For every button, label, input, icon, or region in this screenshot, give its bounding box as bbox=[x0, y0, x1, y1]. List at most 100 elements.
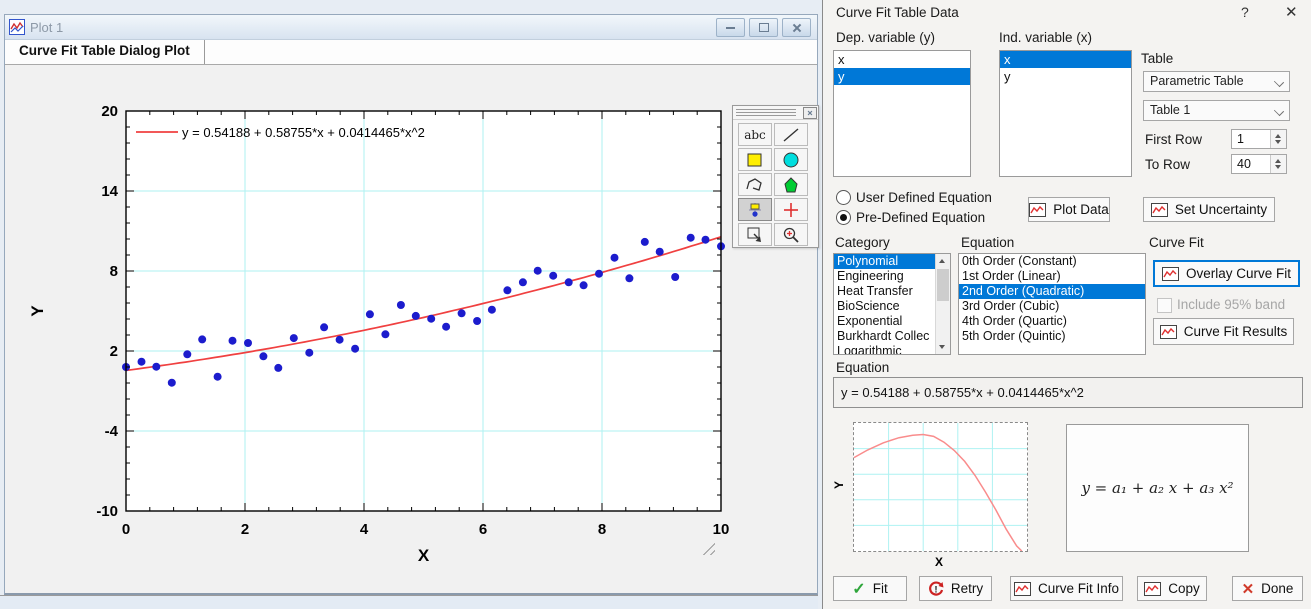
include-95-band-checkbox[interactable] bbox=[1157, 298, 1172, 313]
restore-icon bbox=[758, 23, 769, 32]
dialog-title: Curve Fit Table Data bbox=[836, 5, 959, 20]
done-button[interactable]: ✕ Done bbox=[1232, 576, 1303, 601]
copy-label: Copy bbox=[1168, 581, 1200, 596]
category-list[interactable]: Polynomial Engineering Heat Transfer BioSci… bbox=[833, 253, 951, 355]
fit-button[interactable]: ✓ Fit bbox=[833, 576, 907, 601]
close-button[interactable] bbox=[782, 18, 811, 37]
svg-text:!: ! bbox=[934, 584, 937, 594]
first-row-spin-buttons[interactable] bbox=[1270, 130, 1286, 148]
table-group-label: Table bbox=[1141, 51, 1174, 66]
scroll-up-button[interactable] bbox=[936, 254, 950, 268]
svg-text:-4: -4 bbox=[105, 423, 119, 440]
dialog-close-button[interactable]: ✕ bbox=[1285, 4, 1298, 21]
plot-window-titlebar: Plot 1 bbox=[5, 15, 817, 40]
rectangle-tool-button[interactable] bbox=[738, 148, 772, 171]
to-row-spin-buttons[interactable] bbox=[1270, 155, 1286, 173]
list-item-4th-order-quartic-[interactable]: 4th Order (Quartic) bbox=[962, 314, 1067, 328]
polygon-tool-button[interactable] bbox=[774, 173, 808, 196]
list-item-bioscience[interactable]: BioScience bbox=[837, 299, 900, 313]
list-item-2nd-order-quadratic-[interactable]: 2nd Order (Quadratic) bbox=[959, 284, 1145, 299]
list-item-heat-transfer[interactable]: Heat Transfer bbox=[837, 284, 913, 298]
user-defined-equation-radio[interactable] bbox=[836, 190, 851, 205]
fit-label: Fit bbox=[872, 581, 888, 596]
category-label: Category bbox=[835, 235, 890, 250]
list-item-0th-order-constant-[interactable]: 0th Order (Constant) bbox=[962, 254, 1077, 268]
plot-data-button[interactable]: Plot Data bbox=[1028, 197, 1110, 222]
svg-text:0: 0 bbox=[122, 521, 130, 538]
chart-icon bbox=[1150, 202, 1168, 217]
retry-button[interactable]: ! Retry bbox=[919, 576, 992, 601]
scroll-down-button[interactable] bbox=[936, 340, 950, 354]
first-row-stepper[interactable]: 1 bbox=[1231, 129, 1287, 149]
curve-fit-results-label: Curve Fit Results bbox=[1183, 324, 1288, 339]
spin-down-icon bbox=[1275, 165, 1281, 169]
preview-x-axis-label: X bbox=[935, 555, 944, 569]
svg-text:6: 6 bbox=[479, 521, 487, 538]
crosshair-tool-button[interactable] bbox=[774, 198, 808, 221]
scrollbar-thumb[interactable] bbox=[937, 269, 949, 301]
polyline-tool-button[interactable] bbox=[738, 173, 772, 196]
table-source-dropdown[interactable]: Parametric Table bbox=[1143, 71, 1290, 92]
restore-button[interactable] bbox=[749, 18, 778, 37]
align-icon bbox=[749, 202, 761, 217]
list-item-y[interactable]: y bbox=[1004, 69, 1011, 84]
scroll-down-icon bbox=[939, 345, 945, 349]
list-item-logarithmic[interactable]: Logarithmic bbox=[837, 344, 902, 355]
list-item-polynomial[interactable]: Polynomial bbox=[834, 254, 936, 269]
list-item-5th-order-quintic-[interactable]: 5th Order (Quintic) bbox=[962, 329, 1066, 343]
text-tool-button[interactable]: abc bbox=[738, 123, 772, 146]
copy-button[interactable]: Copy bbox=[1137, 576, 1207, 601]
ellipse-tool-button[interactable] bbox=[774, 148, 808, 171]
minimize-button[interactable] bbox=[716, 18, 745, 37]
svg-text:y = 0.54188 + 0.58755*x + 0.04: y = 0.54188 + 0.58755*x + 0.0414465*x^2 bbox=[182, 125, 425, 140]
equation-field-label: Equation bbox=[836, 360, 890, 375]
list-item-exponential[interactable]: Exponential bbox=[837, 314, 903, 328]
svg-text:Y: Y bbox=[28, 305, 47, 317]
tab-curve-fit-table-dialog-plot[interactable]: Curve Fit Table Dialog Plot bbox=[5, 40, 205, 64]
dep-variable-label: Dep. variable (y) bbox=[836, 30, 936, 45]
svg-text:2: 2 bbox=[241, 521, 249, 538]
pre-defined-equation-radio[interactable] bbox=[836, 210, 851, 225]
chart-icon bbox=[1029, 202, 1047, 217]
align-tool-button[interactable] bbox=[738, 198, 772, 221]
equation-list[interactable]: 0th Order (Constant) 1st Order (Linear) 2n… bbox=[958, 253, 1146, 355]
to-row-label: To Row bbox=[1145, 157, 1191, 172]
palette-titlebar[interactable] bbox=[733, 106, 818, 120]
curve-fit-results-button[interactable]: Curve Fit Results bbox=[1153, 318, 1294, 345]
text-tool-icon: abc bbox=[744, 127, 766, 142]
svg-text:8: 8 bbox=[598, 521, 606, 538]
table-name-dropdown[interactable]: Table 1 bbox=[1143, 100, 1290, 121]
list-item-y[interactable]: y bbox=[834, 68, 970, 85]
to-row-stepper[interactable]: 40 bbox=[1231, 154, 1287, 174]
move-tool-button[interactable] bbox=[738, 223, 772, 246]
palette-close-button[interactable] bbox=[803, 107, 817, 119]
chart-icon bbox=[1161, 266, 1179, 281]
category-scrollbar[interactable] bbox=[935, 254, 950, 354]
fit-shape-preview-plot bbox=[853, 423, 1027, 552]
done-label: Done bbox=[1261, 581, 1294, 596]
line-icon bbox=[783, 127, 799, 142]
list-item-x[interactable]: x bbox=[1000, 51, 1131, 68]
ind-variable-label: Ind. variable (x) bbox=[999, 30, 1093, 45]
list-item-burkhardt-collec[interactable]: Burkhardt Collec bbox=[837, 329, 930, 343]
overlay-curve-fit-label: Overlay Curve Fit bbox=[1185, 266, 1292, 281]
minimize-icon bbox=[726, 26, 735, 29]
table-source-value: Parametric Table bbox=[1150, 74, 1244, 88]
set-uncertainty-button[interactable]: Set Uncertainty bbox=[1143, 197, 1275, 222]
list-item-x[interactable]: x bbox=[838, 52, 845, 67]
zoom-icon bbox=[783, 227, 799, 243]
overlay-curve-fit-button[interactable]: Overlay Curve Fit bbox=[1153, 260, 1300, 287]
list-item-engineering[interactable]: Engineering bbox=[837, 269, 904, 283]
curve-fit-info-button[interactable]: Curve Fit Info bbox=[1010, 576, 1123, 601]
zoom-tool-button[interactable] bbox=[774, 223, 808, 246]
line-tool-button[interactable] bbox=[774, 123, 808, 146]
equation-field[interactable]: y = 0.54188 + 0.58755*x + 0.0414465*x^2 bbox=[833, 377, 1303, 408]
set-uncertainty-label: Set Uncertainty bbox=[1174, 202, 1268, 217]
help-button[interactable]: ? bbox=[1241, 4, 1249, 20]
list-item-1st-order-linear-[interactable]: 1st Order (Linear) bbox=[962, 269, 1061, 283]
list-item-3rd-order-cubic-[interactable]: 3rd Order (Cubic) bbox=[962, 299, 1060, 313]
plot-data-label: Plot Data bbox=[1053, 202, 1109, 217]
